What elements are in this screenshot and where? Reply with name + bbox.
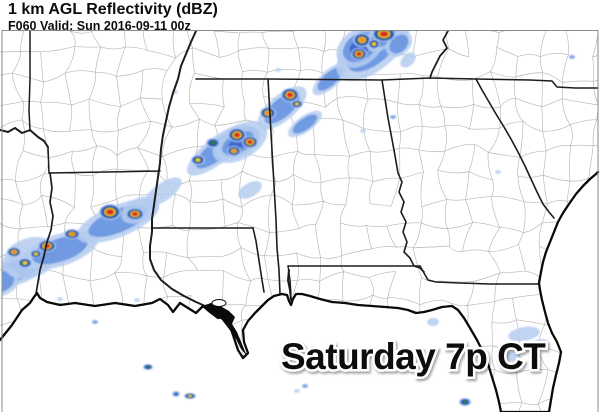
- state-border: [429, 30, 449, 79]
- map-frame: [1, 30, 599, 412]
- state-border: [35, 172, 54, 295]
- radar-speck: [390, 115, 396, 119]
- radar-cell: [174, 392, 178, 396]
- radar-cell: [187, 395, 193, 397]
- radar-cell: [294, 102, 300, 106]
- state-border: [475, 78, 555, 219]
- coastline-layer: [0, 170, 600, 412]
- radar-cell: [380, 31, 388, 37]
- lake-pontchartrain: [211, 299, 227, 307]
- radar-cell: [11, 250, 17, 254]
- mississippi-delta: [205, 302, 247, 356]
- radar-cell: [356, 52, 362, 56]
- radar-cell: [132, 212, 138, 216]
- radar-speck: [302, 384, 308, 388]
- state-border: [48, 170, 161, 174]
- radar-speck: [275, 68, 281, 72]
- valid-time: F060 Valid: Sun 2016-09-11 00z: [8, 19, 191, 33]
- radar-speck: [495, 170, 501, 174]
- radar-cell: [247, 140, 253, 144]
- radar-cell: [22, 261, 28, 265]
- radar-cell: [359, 37, 365, 43]
- radar-speck: [569, 55, 575, 59]
- radar-streak: [508, 326, 540, 342]
- title-block: 1 km AGL Reflectivity (dBZ) F060 Valid: …: [8, 1, 218, 33]
- radar-cell: [371, 42, 377, 46]
- radar-speck: [134, 298, 140, 302]
- product-title: 1 km AGL Reflectivity (dBZ): [8, 1, 218, 18]
- radar-cell: [33, 252, 39, 256]
- radar-layer: [2, 30, 575, 406]
- state-border: [149, 30, 206, 307]
- radar-cell: [146, 365, 150, 369]
- state-border: [195, 77, 431, 81]
- state-border: [267, 78, 281, 295]
- radar-cell: [287, 92, 293, 98]
- radar-streak: [32, 235, 88, 265]
- state-border: [47, 146, 50, 174]
- state-border: [419, 265, 539, 285]
- radar-streak: [389, 34, 409, 54]
- radar-cell: [106, 209, 114, 215]
- radar-speck: [360, 129, 366, 133]
- radar-cell: [231, 149, 237, 153]
- radar-streak: [427, 318, 439, 326]
- state-border: [287, 269, 292, 301]
- radar-streak: [292, 114, 318, 134]
- state-border: [252, 227, 265, 293]
- radar-streak: [525, 339, 549, 353]
- radar-streak: [503, 352, 521, 362]
- radar-cell: [210, 141, 216, 145]
- radar-streak: [144, 177, 182, 207]
- radar-speck: [92, 320, 98, 324]
- radar-cell: [69, 232, 75, 236]
- radar-cell: [234, 132, 240, 138]
- gulf-atlantic-coastline: [0, 170, 600, 412]
- state-border: [0, 127, 49, 148]
- radar-streak: [400, 52, 416, 68]
- radar-streak: [238, 181, 262, 199]
- radar-cell: [462, 400, 468, 404]
- state-border: [28, 30, 31, 132]
- state-borders-layer: [0, 30, 599, 307]
- state-border: [381, 79, 425, 273]
- radar-speck: [294, 389, 300, 393]
- radar-speck: [57, 297, 63, 301]
- radar-streak: [2, 271, 14, 293]
- radar-cell: [195, 158, 201, 162]
- map-border-frame: [1, 30, 599, 412]
- map-caption: Saturday 7p CT: [281, 336, 546, 377]
